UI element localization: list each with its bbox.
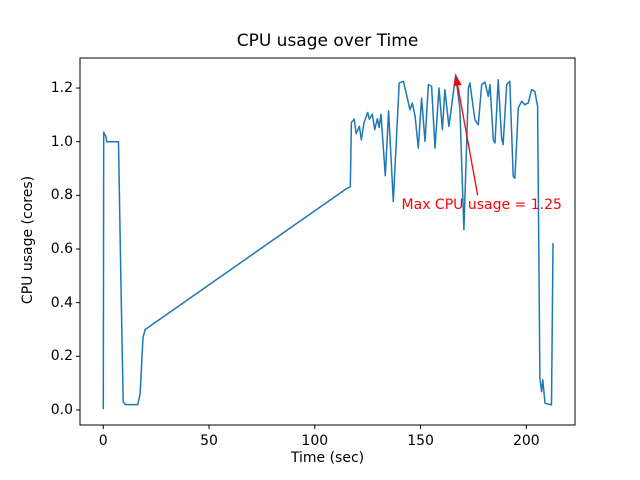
x-tick-label: 150 [407, 433, 434, 449]
y-tick-label: 1.0 [50, 133, 73, 150]
x-tick-label: 50 [200, 433, 218, 449]
y-tick-label: 0.2 [50, 348, 73, 365]
chart-title: CPU usage over Time [236, 31, 419, 51]
x-tick-label: 100 [301, 433, 329, 449]
annotation-text: Max CPU usage = 1.25 [401, 197, 562, 214]
y-tick-label: 0.8 [50, 187, 73, 204]
x-tick-label: 200 [512, 433, 540, 449]
axes-frame [79, 57, 576, 426]
y-tick-label: 0.6 [50, 241, 73, 257]
x-axis-label: Time (sec) [290, 450, 365, 466]
data-line [102, 73, 554, 410]
y-tick-label: 0.0 [50, 401, 73, 418]
y-tick-label: 1.2 [50, 80, 73, 97]
annotation-arrow-line [456, 82, 479, 196]
x-tick-label: 0 [98, 433, 108, 449]
annotation-arrow-head [453, 74, 462, 87]
y-tick-label: 0.4 [50, 294, 73, 311]
